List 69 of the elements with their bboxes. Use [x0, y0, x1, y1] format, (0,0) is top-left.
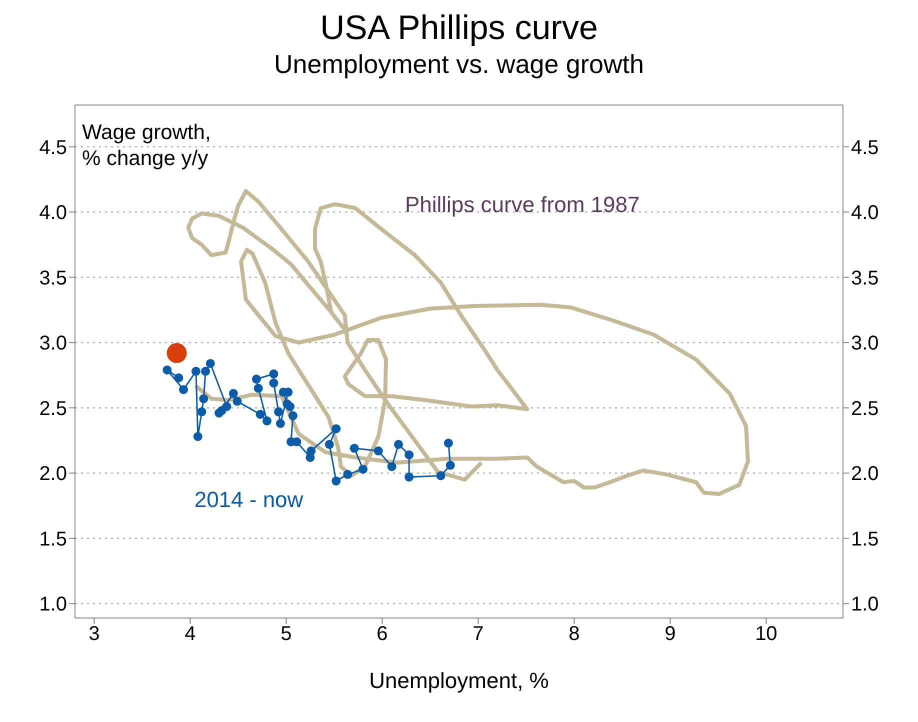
point — [222, 402, 232, 412]
x-tick-label: 3 — [88, 623, 100, 646]
series-label: Phillips curve from 1987 — [404, 192, 640, 218]
x-tick-label: 4 — [184, 623, 196, 646]
y2-tick-label: 1.5 — [851, 528, 879, 550]
series-label: 2014 - now — [194, 487, 304, 512]
point — [252, 374, 261, 384]
point — [332, 476, 341, 486]
point — [404, 472, 414, 482]
point — [254, 384, 263, 393]
point — [262, 416, 272, 426]
point — [350, 444, 359, 453]
point — [191, 366, 200, 376]
x-axis-title: Unemployment, % — [369, 668, 549, 693]
y2-tick-label: 2.5 — [851, 398, 879, 420]
y2-tick-label: 3.5 — [851, 267, 879, 290]
point — [276, 419, 285, 428]
y2-tick-label: 2.0 — [851, 463, 879, 486]
y2-tick-label: 3.0 — [851, 332, 879, 355]
point — [343, 470, 352, 479]
point — [404, 450, 414, 460]
x-tick-label: 10 — [755, 623, 778, 646]
point — [332, 424, 341, 434]
point — [282, 399, 292, 408]
point — [374, 446, 383, 456]
point — [206, 358, 215, 368]
point — [232, 396, 242, 406]
point — [199, 394, 208, 404]
y-tick-label: 3.5 — [39, 267, 67, 290]
chart-subtitle: Unemployment vs. wage growth — [273, 48, 645, 80]
x-tick-label: 9 — [664, 623, 676, 646]
y-tick-label: 4.5 — [39, 136, 67, 159]
point — [358, 464, 368, 474]
x-tick-label: 8 — [568, 623, 580, 646]
point — [201, 366, 210, 376]
y-tick-label: 2.0 — [39, 463, 67, 486]
point — [256, 410, 265, 419]
y-tick-label: 3.0 — [39, 332, 67, 355]
y-tick-label: 4.0 — [39, 202, 67, 224]
point — [197, 407, 206, 416]
y-tick-label: 2.5 — [39, 398, 67, 420]
y2-tick-label: 4.5 — [851, 136, 879, 159]
x-tick-label: 6 — [376, 623, 388, 646]
y2-tick-label: 4.0 — [851, 202, 879, 224]
point — [174, 373, 184, 382]
point — [193, 432, 202, 442]
point — [444, 438, 453, 448]
point — [228, 388, 238, 398]
point — [269, 369, 278, 378]
point — [288, 411, 298, 420]
y-tick-label: 1.0 — [39, 594, 67, 616]
x-tick-label: 7 — [472, 623, 484, 646]
point — [274, 407, 284, 416]
point — [387, 462, 396, 472]
point — [214, 408, 224, 418]
point — [166, 343, 187, 364]
chart-title: USA Phillips curve — [319, 8, 599, 48]
y2-tick-label: 1.0 — [851, 594, 879, 616]
point — [436, 471, 446, 480]
point — [178, 385, 188, 394]
point — [162, 365, 172, 374]
y-axis-title: Wage growth, % change y/y — [82, 120, 211, 172]
point — [324, 440, 334, 449]
point — [306, 452, 315, 462]
point — [269, 378, 278, 388]
point — [394, 440, 404, 449]
x-tick-label: 5 — [280, 623, 292, 646]
y-tick-label: 1.5 — [39, 528, 67, 550]
point — [446, 460, 455, 470]
